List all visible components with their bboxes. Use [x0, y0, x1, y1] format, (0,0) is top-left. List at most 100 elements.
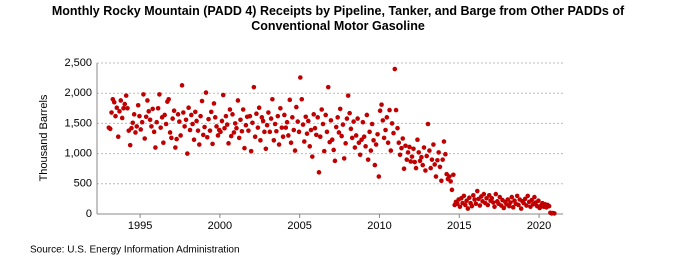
data-point — [316, 170, 322, 175]
data-point — [210, 141, 215, 147]
data-point — [220, 92, 226, 98]
data-point — [464, 198, 469, 204]
data-point — [492, 204, 497, 210]
data-point — [283, 125, 289, 130]
data-point — [211, 101, 217, 106]
data-point — [224, 122, 230, 127]
data-point — [455, 201, 460, 207]
data-point — [508, 200, 513, 205]
data-point — [146, 109, 152, 114]
data-point — [248, 148, 254, 154]
data-point — [475, 188, 480, 194]
data-point — [409, 154, 415, 159]
data-point — [131, 112, 137, 117]
data-point — [163, 121, 169, 127]
data-point — [313, 132, 319, 138]
data-point — [129, 125, 134, 131]
data-point — [294, 104, 299, 110]
source-note: Source: U.S. Energy Information Administ… — [30, 245, 240, 256]
data-point — [298, 75, 303, 80]
data-point — [238, 117, 243, 123]
data-point — [307, 144, 313, 149]
data-point — [130, 120, 136, 126]
data-point — [383, 127, 388, 133]
data-point — [321, 148, 327, 154]
data-point — [424, 153, 430, 159]
data-point — [305, 118, 311, 124]
data-point — [204, 134, 210, 140]
data-point — [157, 92, 162, 97]
data-point — [127, 142, 133, 148]
data-point — [420, 162, 426, 168]
data-point — [387, 107, 392, 113]
data-point — [185, 151, 190, 156]
data-point — [481, 191, 487, 197]
data-point — [324, 129, 330, 135]
data-point — [308, 127, 314, 133]
data-point — [331, 147, 336, 153]
data-point — [412, 159, 418, 165]
data-point — [405, 150, 411, 155]
data-point — [341, 156, 347, 161]
data-point — [428, 165, 434, 171]
x-tick-label: 2000 — [208, 220, 232, 232]
data-point — [267, 129, 273, 135]
data-point — [202, 124, 207, 130]
data-point — [371, 138, 376, 143]
data-point — [228, 133, 234, 139]
chart-title: Monthly Rocky Mountain (PADD 4) Receipts… — [51, 4, 625, 33]
data-point — [133, 130, 138, 135]
data-point — [323, 112, 328, 118]
data-point — [365, 157, 371, 162]
data-point — [109, 110, 114, 115]
data-point — [288, 140, 294, 146]
data-point — [174, 136, 179, 142]
data-point — [429, 157, 435, 162]
data-point — [271, 138, 277, 143]
data-point — [411, 146, 416, 152]
data-point — [360, 119, 366, 125]
data-point — [447, 174, 452, 179]
data-point — [510, 205, 516, 210]
data-point — [377, 108, 383, 114]
data-point — [240, 107, 246, 112]
data-point — [357, 152, 363, 158]
data-point — [203, 90, 209, 95]
data-point — [191, 137, 197, 143]
data-point — [111, 99, 117, 105]
data-point — [161, 140, 166, 146]
data-point — [381, 135, 387, 141]
data-point — [278, 106, 283, 111]
data-point — [400, 136, 406, 141]
data-point — [345, 93, 351, 98]
data-point — [287, 97, 293, 103]
data-point — [138, 127, 144, 132]
data-point — [147, 117, 153, 123]
data-point — [167, 130, 173, 135]
data-point — [198, 113, 203, 119]
data-point — [329, 137, 335, 143]
data-point — [115, 134, 121, 139]
data-point — [493, 191, 499, 197]
data-point — [262, 129, 267, 135]
data-point — [190, 121, 195, 127]
data-point — [125, 106, 130, 111]
data-point — [196, 142, 202, 147]
data-point — [332, 158, 338, 164]
data-point — [218, 129, 223, 135]
data-point — [151, 129, 157, 135]
data-point — [143, 114, 149, 120]
data-point — [404, 157, 410, 162]
data-point — [435, 157, 440, 163]
data-point — [408, 159, 414, 164]
data-point — [373, 142, 379, 147]
data-point — [467, 195, 472, 200]
y-tick-label: 1,000 — [64, 148, 92, 160]
data-point — [388, 148, 394, 153]
data-point — [153, 145, 158, 150]
data-point — [117, 109, 122, 114]
y-tick-label: 0 — [86, 208, 92, 220]
data-point — [254, 111, 259, 117]
data-point — [236, 135, 242, 141]
data-point — [349, 135, 355, 141]
